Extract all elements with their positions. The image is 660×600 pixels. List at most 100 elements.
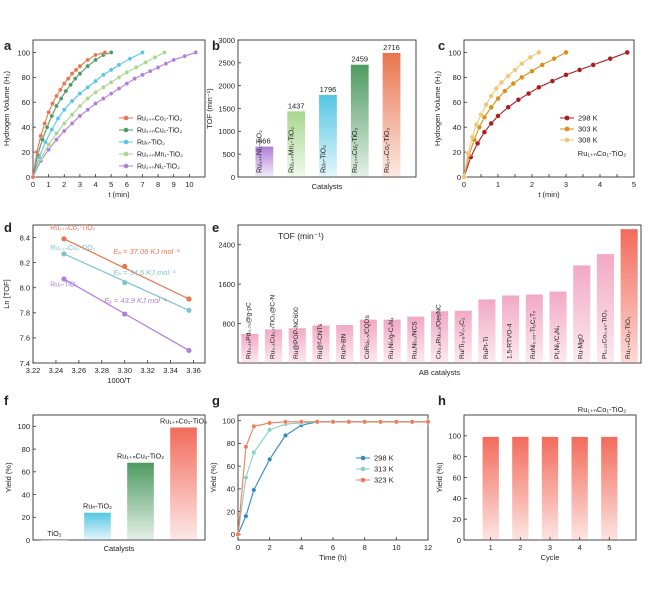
bar-category-label: Ru₁Ni₇/g-C₃N₄	[388, 317, 395, 359]
panel-d: 7.4 7.6 7.8 8.0 8.2 8.4 Ln [TOF] 3.22 3.24 3.26 3.…	[2, 224, 206, 385]
data-point	[362, 419, 368, 425]
data-point	[515, 97, 521, 103]
y-tick-label: 100	[17, 48, 30, 57]
data-point	[122, 280, 128, 286]
data-point	[68, 82, 73, 88]
y-tick-label: 80	[22, 445, 30, 454]
y-tick-label: 20	[453, 148, 461, 157]
data-point	[590, 62, 596, 68]
legend: 298 K 313 K 323 K	[356, 454, 394, 485]
x-tick-label: 3	[548, 543, 552, 552]
bar-category-label: Ru-MgO	[578, 334, 585, 359]
bar-category-label: Pt₀.₁₅Co₀.₈₅-TiO₂	[601, 309, 608, 359]
annotation: Ru₁₊ₙCo₁-TiO₂	[578, 405, 626, 414]
bar-category-label: 1.5-RTVO-4	[506, 323, 513, 359]
data-point	[85, 85, 90, 90]
data-point	[62, 107, 67, 112]
y-tick-label: 0	[26, 536, 30, 545]
x-tick-label: 6	[331, 543, 335, 552]
data-point	[155, 65, 161, 70]
data-point	[116, 86, 122, 91]
legend-label: 313 K	[374, 465, 394, 474]
y-tick-label: 60	[22, 98, 30, 107]
bar	[170, 427, 197, 540]
plot-frame	[32, 414, 206, 541]
x-axis-label: Catalysts	[312, 182, 343, 191]
data-point	[267, 456, 273, 462]
panel-letter: f	[4, 393, 9, 408]
data-point	[409, 419, 415, 425]
data-point	[62, 121, 67, 126]
bar-category-label: Ru₁₊ₙCu₁-TiO₂	[352, 128, 359, 173]
x-axis-label: t (min)	[538, 190, 560, 199]
x-tick-label: 12	[424, 543, 432, 552]
y-tick-label: 60	[22, 468, 30, 477]
data-point	[469, 134, 475, 140]
data-point	[77, 113, 83, 119]
y-tick-label: 7.4	[20, 359, 30, 368]
data-point	[505, 104, 511, 110]
legend-marker	[123, 127, 129, 133]
y-tick-label: 40	[22, 123, 30, 132]
bar	[41, 540, 68, 541]
data-point	[49, 127, 55, 132]
data-point	[49, 113, 55, 119]
data-point	[148, 68, 153, 74]
y-tick-label: 2500	[218, 59, 235, 68]
y-tick-label: 40	[453, 494, 461, 503]
data-point	[101, 72, 106, 78]
data-point	[186, 347, 192, 354]
bar	[383, 319, 401, 363]
x-tick-label: 0	[236, 543, 240, 552]
fit-line	[63, 238, 190, 300]
series-line	[237, 421, 428, 535]
x-axis-label: t (min)	[108, 190, 130, 199]
x-axis-label: Time (h)	[319, 553, 347, 562]
data-point	[512, 67, 518, 73]
data-point	[61, 276, 67, 282]
data-point	[116, 62, 122, 68]
y-tick-label: 80	[22, 73, 30, 82]
y-tick-label: 3000	[218, 36, 235, 45]
data-point	[393, 419, 399, 425]
x-axis-label: 1000/T	[107, 376, 131, 385]
data-point	[85, 63, 90, 69]
series-line	[32, 51, 106, 178]
legend-label: 298 K	[374, 454, 394, 463]
data-point	[235, 531, 241, 537]
data-point	[46, 147, 51, 152]
data-point	[40, 137, 45, 142]
bar	[571, 436, 588, 540]
legend-marker	[123, 151, 129, 157]
y-tick-label: 80	[453, 452, 461, 461]
data-point	[54, 137, 59, 142]
data-point	[243, 444, 249, 450]
data-point	[488, 104, 494, 110]
bar	[127, 462, 154, 540]
bar-category-label: TiO₂	[47, 529, 61, 538]
x-tick-label: 3.32	[140, 366, 155, 375]
y-tick-label: 8.0	[20, 284, 30, 293]
bar	[255, 146, 274, 177]
data-point	[330, 419, 336, 425]
legend-label: 303 K	[578, 125, 598, 134]
panel-letter: h	[438, 393, 446, 408]
y-tick-label: 40	[227, 485, 235, 494]
data-point	[63, 88, 69, 94]
y-tick-label: 100	[448, 48, 461, 57]
bar	[265, 329, 283, 363]
data-point	[85, 107, 90, 112]
data-point	[267, 420, 273, 426]
bar	[549, 291, 567, 363]
data-point	[425, 419, 431, 425]
data-point	[163, 61, 169, 66]
y-tick-label: 8.4	[20, 233, 30, 242]
bar	[620, 229, 638, 363]
y-tick-label: 1000	[218, 127, 235, 136]
series-line	[463, 51, 540, 178]
x-tick-label: 5	[607, 543, 611, 552]
data-point	[536, 84, 542, 90]
panel-f: 0 20 40 60 80 100 Yield (%) TiO₂ Ruₙ-TiO₂ Ru₁₊ₙCu…	[4, 414, 207, 553]
